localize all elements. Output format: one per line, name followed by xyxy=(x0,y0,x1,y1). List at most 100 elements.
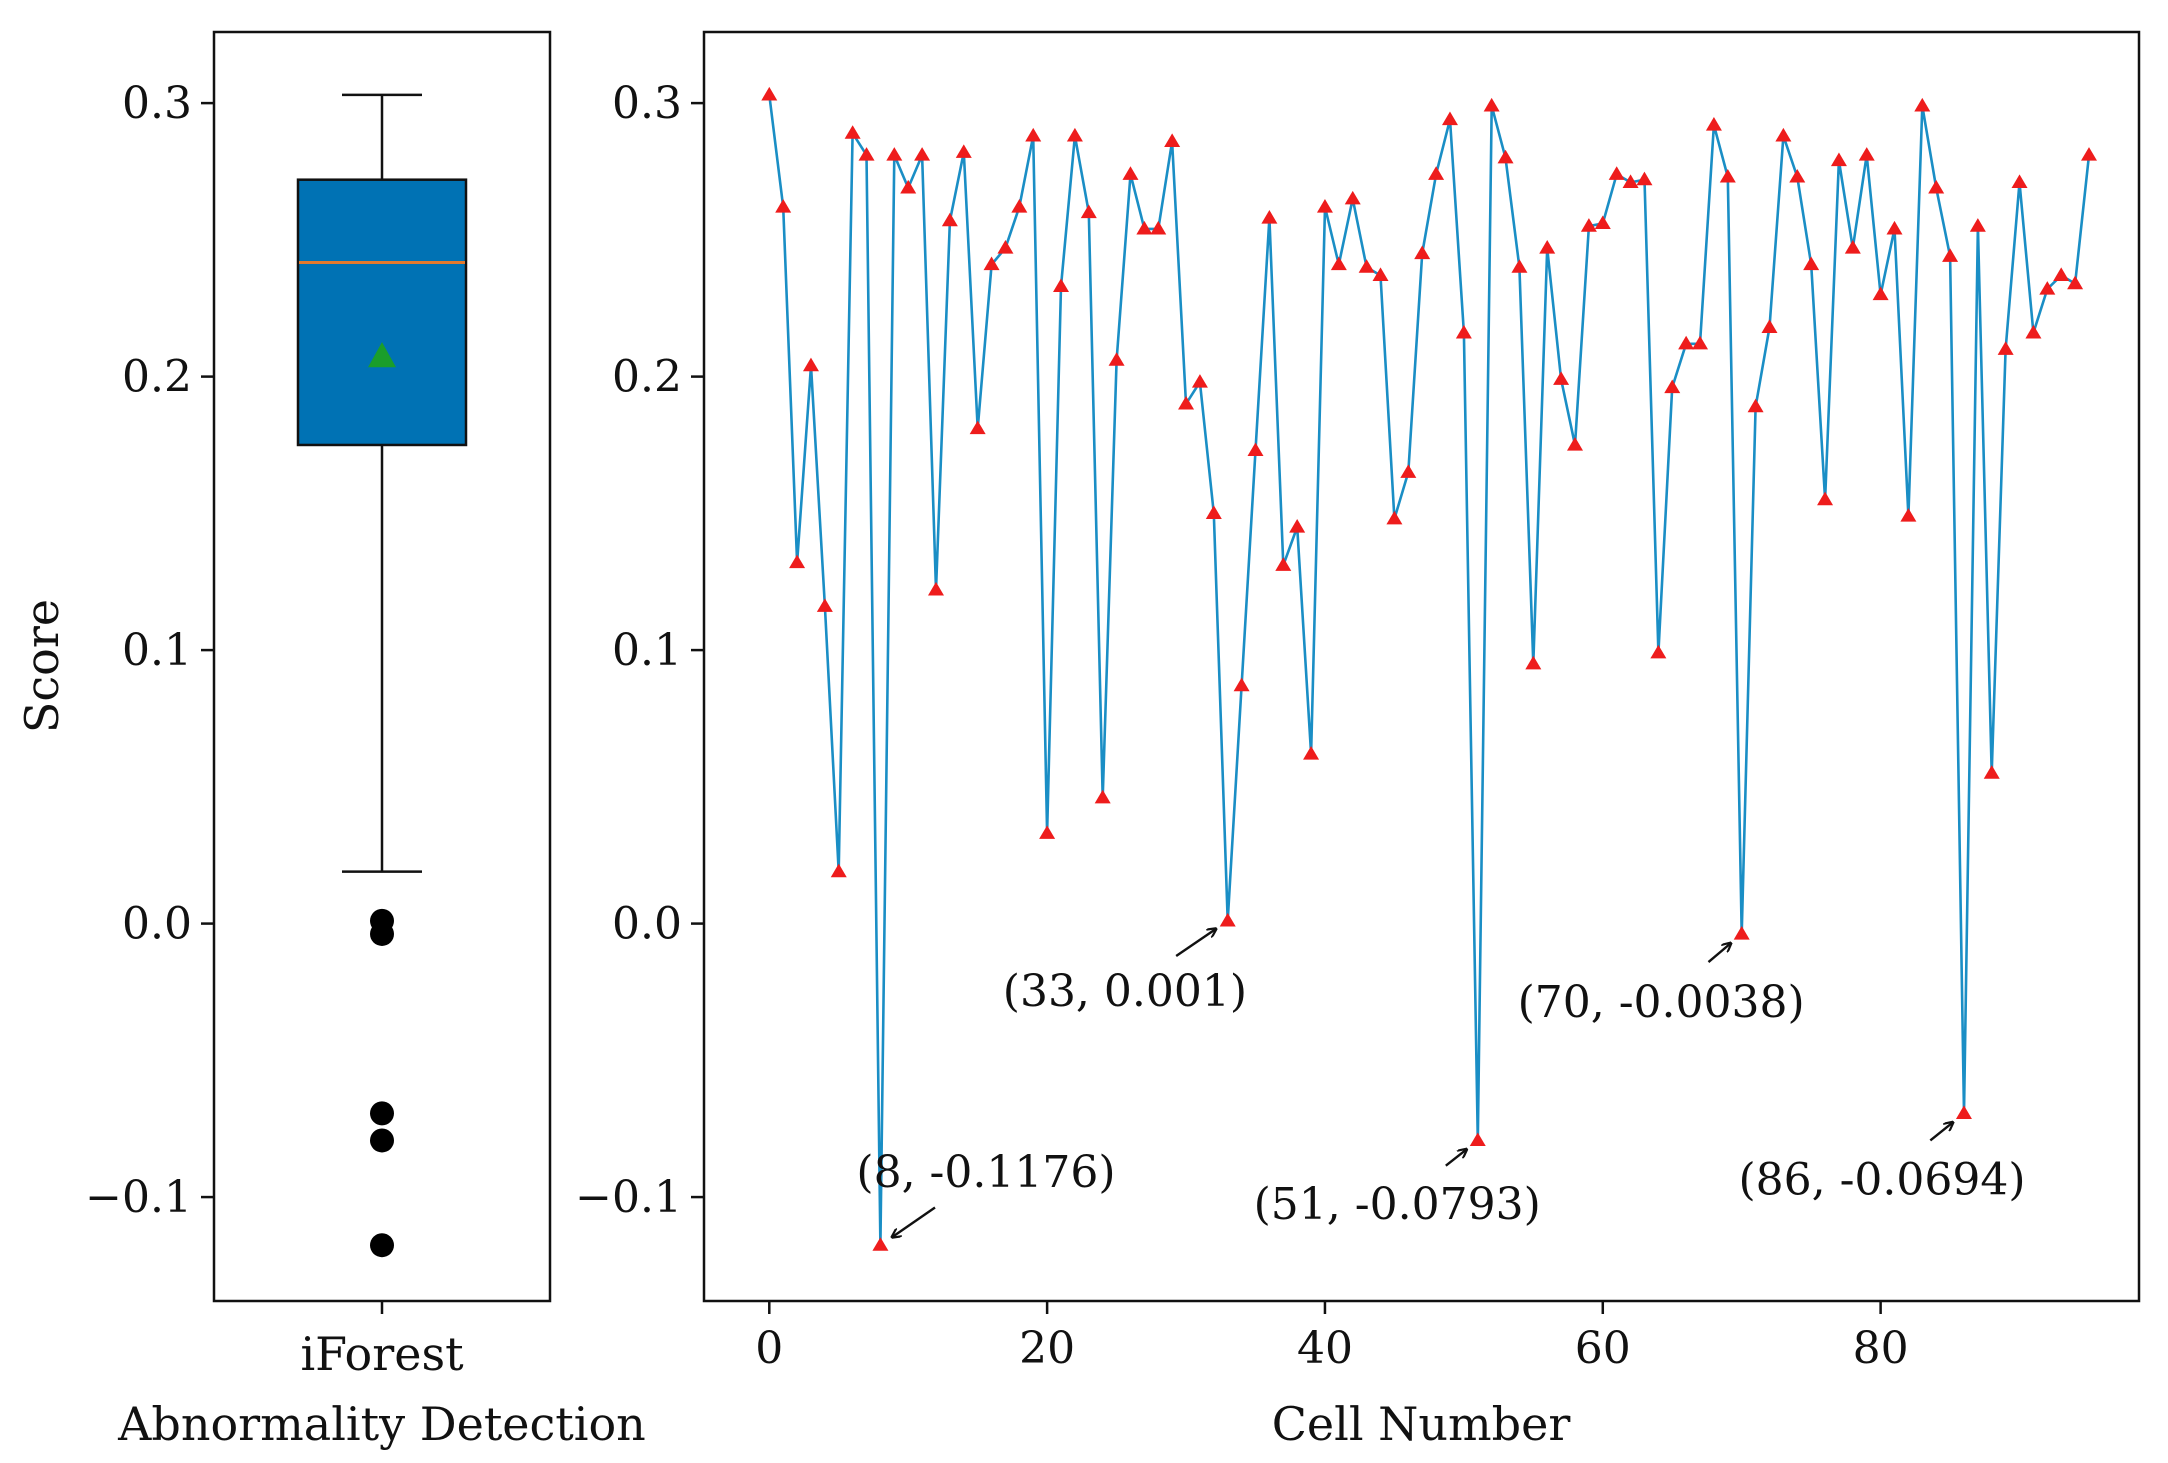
data-point-marker xyxy=(816,598,833,612)
data-point-marker xyxy=(1955,1105,1972,1119)
data-point-marker xyxy=(1650,644,1667,659)
data-point-marker xyxy=(2039,281,2056,295)
data-point-marker xyxy=(1205,505,1222,519)
data-point-marker xyxy=(1303,746,1320,760)
annotation-label: (33, 0.001) xyxy=(1003,966,1247,1017)
boxplot-y-tick-label: −0.1 xyxy=(85,1172,192,1223)
annotation-label: (86, -0.0694) xyxy=(1738,1154,2025,1205)
outlier-point xyxy=(370,1233,394,1258)
data-point-marker xyxy=(1580,218,1597,232)
line-chart-frame xyxy=(702,30,2141,1303)
data-point-marker xyxy=(1261,209,1278,224)
data-point-marker xyxy=(1386,510,1403,525)
data-point-marker xyxy=(900,179,917,194)
data-point-marker xyxy=(1914,97,1931,112)
data-point-marker xyxy=(1803,256,1820,271)
boxplot-y-tick-label: 0.3 xyxy=(122,78,192,129)
data-point-marker xyxy=(1969,218,1986,232)
data-point-marker xyxy=(914,147,931,161)
line-chart-y-tick-label: 0.1 xyxy=(612,625,682,676)
outlier-point xyxy=(370,1101,394,1126)
annotation-arrow xyxy=(892,1206,936,1237)
data-point-marker xyxy=(1025,127,1042,142)
data-point-marker xyxy=(886,147,903,161)
data-point-marker xyxy=(1942,248,1959,262)
data-point-marker xyxy=(1539,240,1556,254)
data-point-marker xyxy=(1692,335,1709,350)
data-point-marker xyxy=(844,125,861,139)
data-point-marker xyxy=(1247,442,1264,457)
data-point-marker xyxy=(1372,267,1389,282)
boxplot-panel: 0.3 0.2 0.1 0.0 −0.1 Score iForest Abnormali… xyxy=(15,30,646,1451)
data-point-marker xyxy=(1178,395,1195,410)
data-point-marker xyxy=(1844,240,1861,254)
annotation-arrow xyxy=(1175,929,1216,957)
data-point-marker xyxy=(1525,655,1542,670)
boxplot-x-label-line-1: iForest xyxy=(300,1327,464,1381)
boxplot-y-tick-label: 0.2 xyxy=(122,352,192,403)
data-point-marker xyxy=(1358,259,1375,273)
data-point-marker xyxy=(1497,149,1514,164)
data-point-marker xyxy=(802,357,819,372)
data-point-marker xyxy=(955,144,972,158)
data-point-marker xyxy=(1400,464,1417,478)
series-line xyxy=(768,94,2091,1247)
data-point-marker xyxy=(1150,220,1167,235)
annotation-label: (51, -0.0793) xyxy=(1254,1179,1541,1230)
boxplot-x-label-line-2: Abnormality Detection xyxy=(117,1397,646,1451)
data-point-marker xyxy=(1053,278,1070,292)
data-point-marker xyxy=(1636,171,1653,186)
data-point-marker xyxy=(1997,341,2014,355)
data-point-marker xyxy=(997,240,1014,254)
line-chart-x-tick-label: 20 xyxy=(1019,1323,1075,1374)
outlier-point xyxy=(370,1128,394,1153)
data-point-marker xyxy=(1469,1132,1486,1147)
data-point-marker xyxy=(1747,398,1764,413)
data-point-marker xyxy=(1719,168,1736,183)
outlier-point xyxy=(370,921,394,946)
data-point-marker xyxy=(1344,190,1361,205)
annotation-label: (70, -0.0038) xyxy=(1518,977,1805,1028)
data-point-marker xyxy=(1233,677,1250,692)
data-point-marker xyxy=(858,147,875,161)
data-point-marker xyxy=(761,86,778,101)
data-point-marker xyxy=(2067,275,2084,290)
data-point-marker xyxy=(872,1237,889,1251)
line-chart-x-tick-label: 80 xyxy=(1853,1323,1909,1374)
data-point-marker xyxy=(1136,220,1153,235)
data-point-marker xyxy=(1122,166,1139,180)
data-point-marker xyxy=(789,554,806,569)
data-point-marker xyxy=(2011,174,2028,189)
score-series xyxy=(761,86,2097,1251)
line-chart-y-tick-label: 0.3 xyxy=(612,78,682,129)
boxplot-body xyxy=(296,93,468,1258)
boxplot-y-tick-label: 0.0 xyxy=(122,899,192,950)
data-point-marker xyxy=(1219,912,1236,927)
data-point-marker xyxy=(775,199,792,213)
data-point-marker xyxy=(1761,319,1778,333)
data-point-marker xyxy=(1622,174,1639,189)
data-point-marker xyxy=(1664,379,1681,394)
data-point-marker xyxy=(1900,508,1917,522)
data-point-marker xyxy=(1080,204,1097,219)
data-point-marker xyxy=(1428,166,1445,180)
annotation-arrow xyxy=(1445,1149,1467,1167)
data-point-marker xyxy=(1678,335,1695,350)
line-chart-y-tick-label: 0.0 xyxy=(612,899,682,950)
data-point-marker xyxy=(1455,324,1472,339)
line-chart-x-axis: 0 20 40 60 80 xyxy=(755,1301,1909,1374)
data-point-marker xyxy=(1511,259,1528,273)
boxplot-y-tick-label: 0.1 xyxy=(122,625,192,676)
data-point-marker xyxy=(1011,199,1028,213)
data-point-marker xyxy=(1983,765,2000,779)
line-panel: 0.30.20.10.0−0.1 0 20 40 60 80 (8, -0.1176)(… xyxy=(575,30,2141,1451)
data-point-marker xyxy=(1414,245,1431,260)
data-point-marker xyxy=(2053,267,2070,282)
annotation-arrow xyxy=(1707,943,1731,963)
data-point-marker xyxy=(1316,199,1333,213)
line-chart-y-axis: 0.3 0.2 0.1 0.0 −0.1 xyxy=(575,78,704,1223)
data-point-marker xyxy=(2025,324,2042,339)
boxplot-y-axis: 0.3 0.2 0.1 0.0 −0.1 xyxy=(85,78,214,1223)
data-point-marker xyxy=(1066,127,1083,142)
